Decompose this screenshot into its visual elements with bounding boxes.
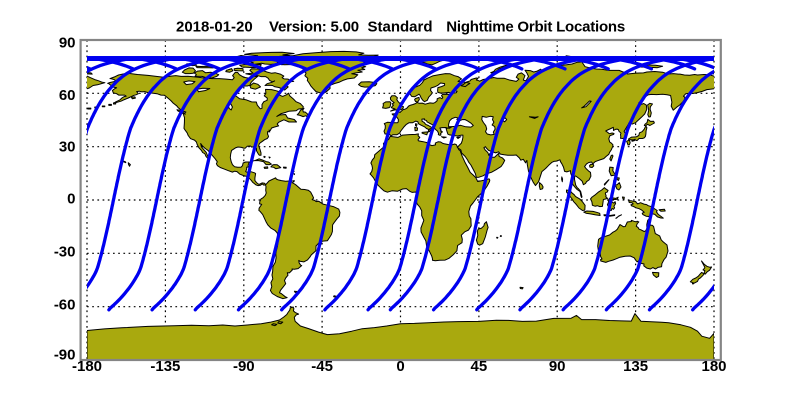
svg-text:-60: -60 <box>54 296 76 313</box>
svg-text:Nighttime Orbit Locations: Nighttime Orbit Locations <box>446 19 625 36</box>
svg-text:-90: -90 <box>233 358 255 375</box>
svg-text:45: 45 <box>471 358 488 375</box>
svg-text:-30: -30 <box>54 244 76 261</box>
svg-text:60: 60 <box>59 87 76 104</box>
svg-text:-45: -45 <box>311 358 333 375</box>
svg-text:Version: 5.00: Version: 5.00 <box>269 19 359 36</box>
svg-text:-135: -135 <box>150 358 180 375</box>
svg-text:90: 90 <box>59 34 76 51</box>
svg-text:2018-01-20: 2018-01-20 <box>176 19 253 36</box>
svg-text:90: 90 <box>549 358 566 375</box>
svg-text:-90: -90 <box>54 347 76 364</box>
svg-text:-180: -180 <box>72 358 102 375</box>
svg-text:0: 0 <box>396 358 404 375</box>
svg-text:30: 30 <box>59 139 76 156</box>
svg-text:180: 180 <box>701 358 726 375</box>
svg-text:0: 0 <box>67 191 75 208</box>
svg-text:135: 135 <box>623 358 648 375</box>
svg-text:Standard: Standard <box>368 19 433 36</box>
